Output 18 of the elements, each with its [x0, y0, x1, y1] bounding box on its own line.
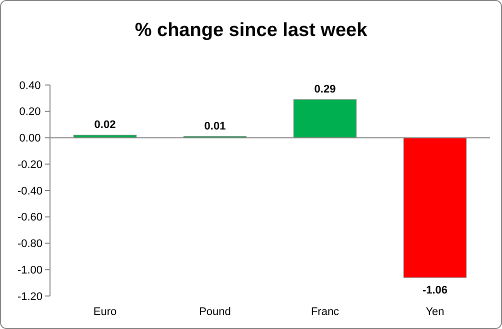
y-tick-label: -0.40	[17, 185, 43, 198]
y-tick-label: -1.00	[17, 264, 43, 276]
y-tick-label: -0.20	[17, 158, 43, 171]
x-tick-label: Yen	[426, 306, 444, 318]
y-tick-label: 0.20	[19, 106, 41, 118]
x-tick-label: Pound	[199, 306, 231, 318]
x-tick-label: Franc	[310, 306, 340, 318]
data-label: 0.29	[314, 84, 336, 96]
data-label: 0.02	[94, 119, 116, 132]
data-label: 0.01	[204, 120, 226, 132]
y-tick-label: -0.60	[17, 212, 43, 224]
y-tick-label: 0.40	[19, 80, 41, 92]
y-tick-label: 0.00	[19, 132, 41, 145]
y-tick-label: -1.20	[17, 290, 43, 303]
data-label: -1.06	[422, 284, 448, 297]
x-tick-label: Euro	[93, 306, 117, 318]
chart-title: % change since last week	[134, 20, 368, 41]
y-tick-label: -0.80	[17, 238, 43, 250]
